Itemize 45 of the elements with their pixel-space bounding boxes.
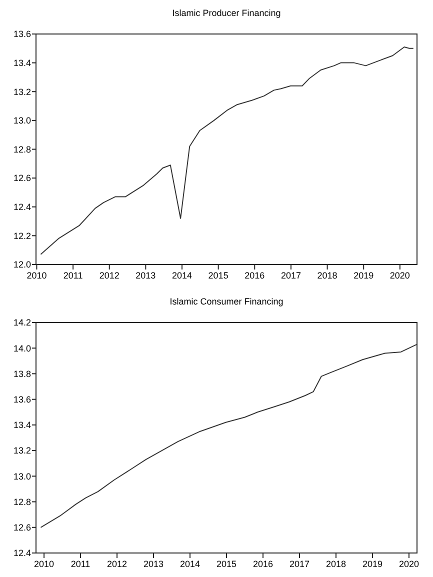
x-tick-label: 2010 (26, 270, 47, 280)
x-tick-label: 2017 (280, 270, 301, 280)
x-tick-label: 2019 (362, 559, 382, 569)
chart-title: Islamic Producer Financing (172, 8, 281, 18)
x-tick-label: 2015 (208, 270, 228, 280)
x-tick-label: 2017 (289, 559, 310, 569)
y-tick-label: 13.2 (13, 446, 31, 456)
x-tick-label: 2014 (172, 270, 192, 280)
y-tick-label: 14.0 (13, 343, 31, 354)
y-tick-label: 14.2 (13, 318, 31, 328)
x-tick-label: 2016 (252, 559, 274, 569)
x-tick-label: 2011 (63, 270, 83, 280)
y-tick-label: 12.6 (13, 173, 31, 184)
x-tick-label: 2019 (354, 270, 374, 280)
x-tick-label: 2012 (107, 559, 128, 569)
x-tick-label: 2013 (143, 559, 164, 569)
y-tick-label: 12.4 (13, 548, 31, 558)
y-tick-label: 12.8 (13, 144, 31, 154)
x-tick-label: 2013 (136, 270, 156, 280)
y-tick-label: 13.0 (13, 471, 31, 482)
y-tick-label: 13.0 (13, 116, 31, 126)
x-tick-label: 2011 (70, 559, 90, 569)
x-tick-label: 2010 (34, 559, 54, 569)
x-tick-label: 2018 (326, 559, 346, 569)
x-tick-label: 2018 (317, 270, 338, 280)
y-tick-label: 12.0 (13, 260, 31, 270)
y-tick-label: 12.8 (13, 496, 31, 507)
line-series (40, 344, 418, 528)
x-tick-label: 2020 (390, 270, 410, 280)
chart-title: Islamic Consumer Financing (170, 296, 284, 306)
y-tick-label: 13.4 (13, 420, 31, 430)
x-tick-label: 2020 (398, 559, 419, 569)
y-tick-label: 12.6 (13, 522, 31, 533)
y-tick-label: 13.6 (13, 394, 31, 404)
x-tick-label: 2016 (244, 270, 265, 280)
y-tick-label: 13.4 (13, 58, 31, 68)
y-tick-label: 13.6 (13, 29, 31, 40)
y-tick-label: 13.8 (13, 368, 31, 379)
x-tick-label: 2014 (180, 559, 200, 569)
y-tick-label: 13.2 (13, 86, 31, 97)
line-series (40, 46, 414, 255)
x-tick-label: 2015 (216, 559, 237, 569)
y-tick-label: 12.4 (13, 202, 31, 212)
x-tick-label: 2012 (99, 270, 120, 280)
y-tick-label: 12.2 (13, 230, 31, 241)
